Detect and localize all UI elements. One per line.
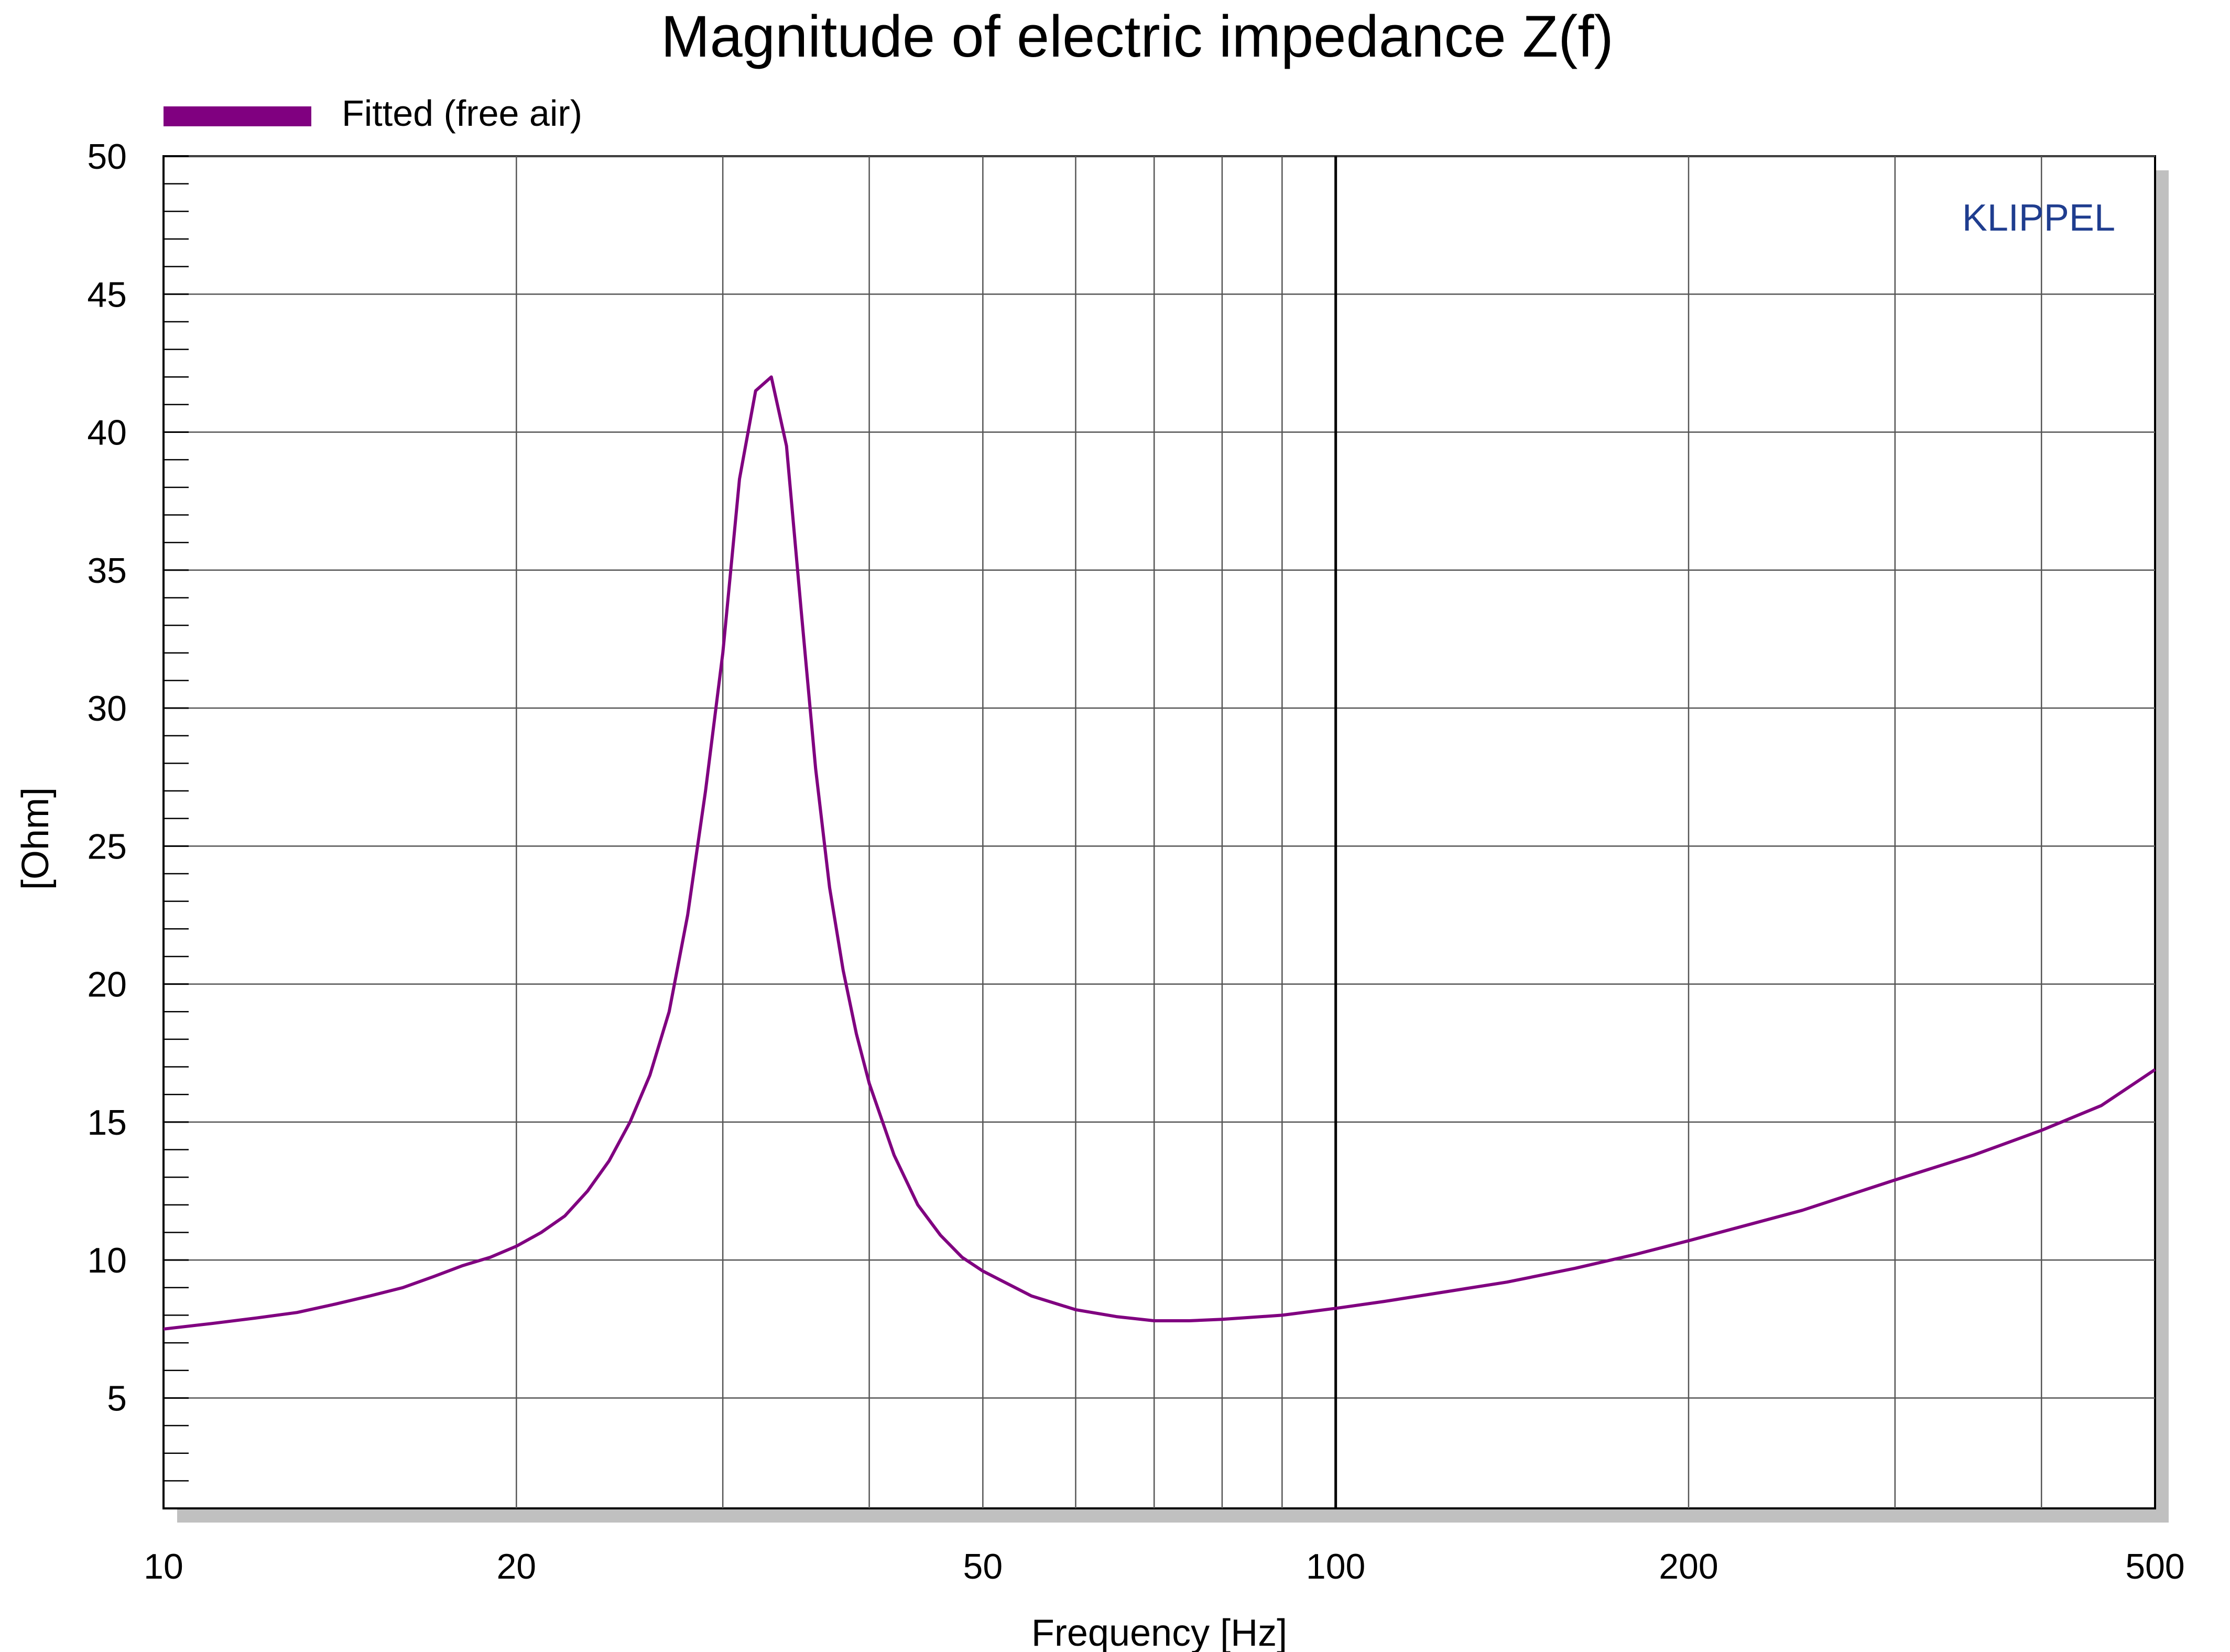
plot-area [162, 155, 2156, 1509]
x-tick-label: 100 [1306, 1547, 1365, 1586]
x-tick-label: 20 [496, 1547, 536, 1586]
chart-title: Magnitude of electric impedance Z(f) [661, 4, 1614, 69]
legend-swatch [164, 106, 311, 126]
x-tick-label: 50 [963, 1547, 1003, 1586]
y-tick-label: 5 [107, 1378, 127, 1418]
series-line-fitted-free-air [163, 375, 2156, 1331]
y-tick-label: 35 [87, 551, 127, 591]
x-tick-label: 500 [2125, 1547, 2184, 1586]
tick-labels: 5 10 15 20 25 30 35 40 45 50 10 20 50 100 200 500 [87, 137, 2184, 1586]
legend-label: Fitted (free air) [342, 93, 582, 134]
y-tick-label: 20 [87, 965, 127, 1005]
y-tick-label: 40 [87, 413, 127, 453]
y-tick-label: 45 [87, 275, 127, 314]
klippel-watermark: KLIPPEL [1962, 197, 2115, 239]
y-tick-label: 30 [87, 689, 127, 729]
x-axis-label: Frequency [Hz] [1031, 1612, 1287, 1652]
y-minor-ticks [164, 183, 189, 1482]
x-tick-label: 10 [144, 1547, 183, 1586]
y-tick-label: 15 [87, 1103, 127, 1143]
y-tick-label: 10 [87, 1241, 127, 1280]
y-tick-label: 50 [87, 137, 127, 177]
x-tick-label: 200 [1659, 1547, 1718, 1586]
y-axis-label: [Ohm] [15, 787, 57, 890]
y-tick-label: 25 [87, 827, 127, 866]
